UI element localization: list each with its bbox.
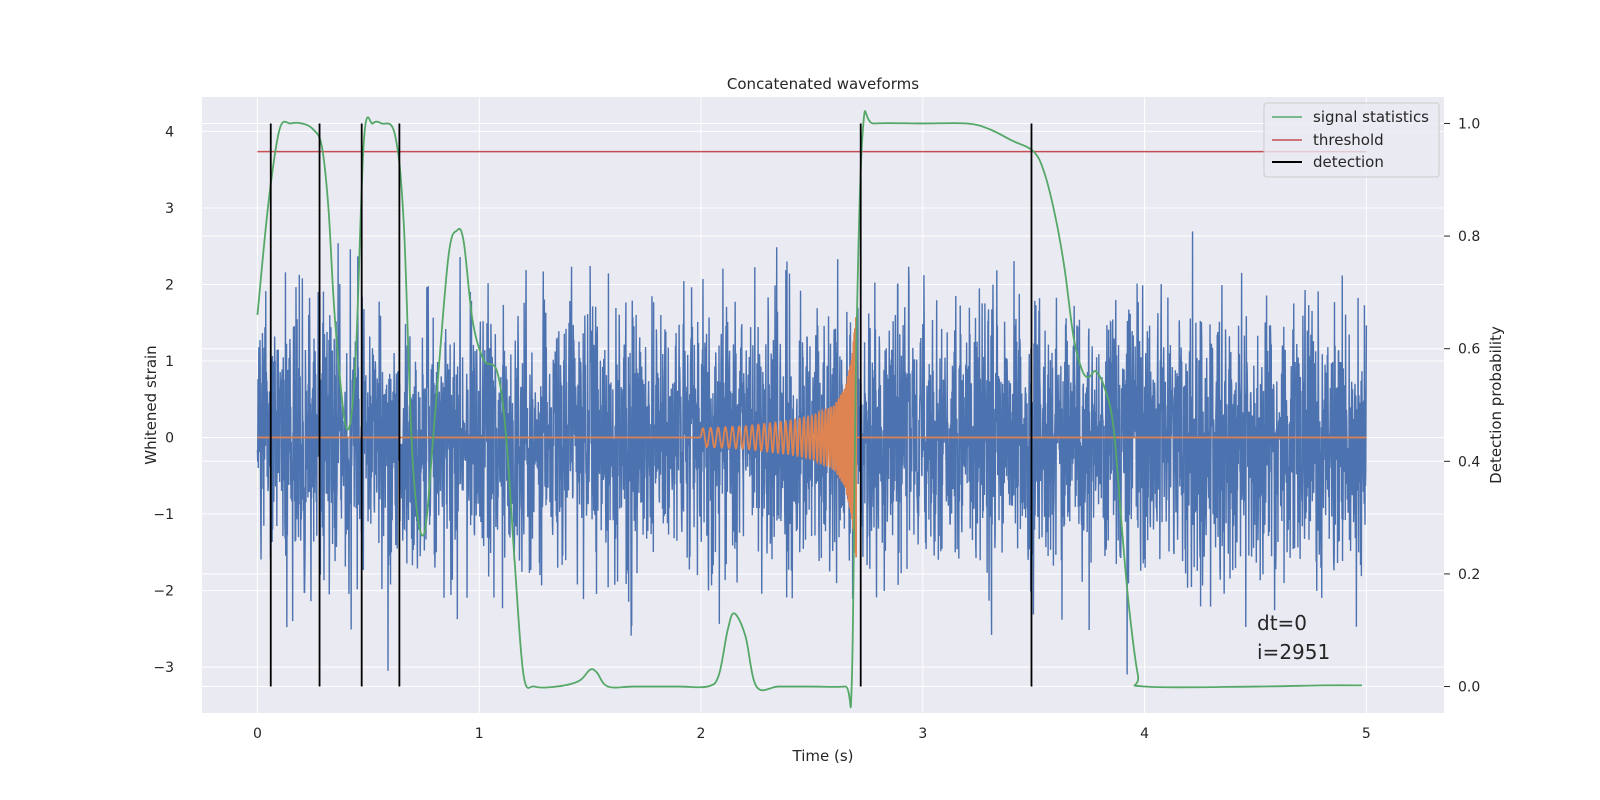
- y-tick-label: 4: [165, 124, 174, 140]
- x-axis-label: Time (s): [792, 747, 854, 765]
- legend-box: [1263, 102, 1440, 178]
- legend-label-signal-statistics: signal statistics: [1313, 108, 1429, 126]
- x-tick-label: 3: [918, 726, 927, 742]
- signal-statistics-line: [256, 110, 1362, 709]
- y-tick-label: 2: [165, 277, 174, 293]
- x-tick-label: 2: [697, 726, 706, 742]
- y-tick-label: 3: [165, 201, 174, 217]
- y-tick-label: 0: [165, 431, 174, 447]
- y-tick-label-right: 0.8: [1458, 229, 1480, 245]
- y-tick-label: −3: [153, 660, 174, 676]
- legend-label-threshold: threshold: [1313, 131, 1384, 149]
- y-tick-label-right: 0.4: [1458, 454, 1480, 470]
- x-axis-ticks: 0 1 2 3 4 5: [253, 726, 1371, 742]
- legend-label-detection: detection: [1313, 153, 1384, 171]
- x-tick-label: 0: [253, 726, 262, 742]
- x-tick-label: 1: [475, 726, 484, 742]
- y-tick-label: −1: [153, 507, 174, 523]
- y-axis-ticks: −3 −2 −1 0 1 2 3 4: [153, 124, 174, 676]
- y-tick-label: 1: [165, 354, 174, 370]
- y-tick-label-right: 0.2: [1458, 567, 1480, 583]
- detection-series: [269, 123, 1033, 687]
- x-tick-label: 5: [1362, 726, 1371, 742]
- injected-chirp: [700, 317, 858, 558]
- dt-annotation: dt=0: [1257, 611, 1307, 635]
- y-tick-label-right: 0.0: [1458, 680, 1480, 696]
- y-tick-label-right: 1.0: [1458, 116, 1480, 132]
- strain-series: [256, 231, 1368, 675]
- injected-waveform-series: [257, 317, 1367, 558]
- legend: signal statistics threshold detection: [1263, 102, 1440, 178]
- y-axis-right-ticks: 0.0 0.2 0.4 0.6 0.8 1.0: [1444, 116, 1480, 696]
- y-tick-label: −2: [153, 584, 174, 600]
- strain-line: [256, 231, 1368, 675]
- i-annotation: i=2951: [1257, 640, 1330, 664]
- y-axis-label: Whitened strain: [142, 345, 160, 464]
- chart-title: Concatenated waveforms: [727, 75, 919, 93]
- x-tick-label: 4: [1140, 726, 1149, 742]
- y-tick-label-right: 0.6: [1458, 342, 1480, 358]
- signal-statistics-series: [256, 110, 1362, 709]
- y-axis-right-label: Detection probability: [1487, 326, 1505, 484]
